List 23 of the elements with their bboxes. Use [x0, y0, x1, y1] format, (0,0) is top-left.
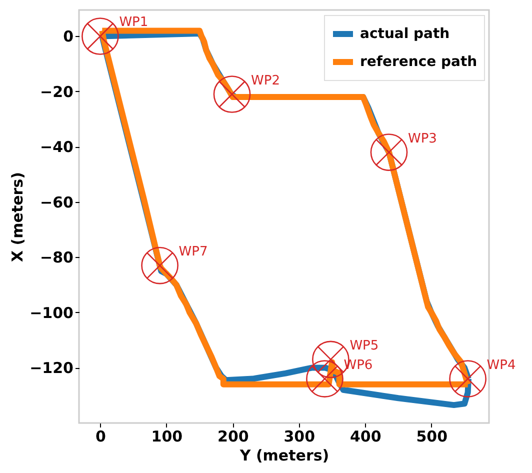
annotation: WP4 — [486, 358, 516, 373]
legend-label: reference path — [360, 54, 478, 70]
y-axis-title: X (meters) — [8, 172, 27, 262]
y-tick-label: 0 — [63, 28, 74, 46]
legend-label: actual path — [360, 26, 450, 42]
x-tick-label: 100 — [151, 428, 183, 446]
y-tick-label: −100 — [30, 304, 74, 322]
x-tick-label: 500 — [416, 428, 448, 446]
x-tick-label: 400 — [350, 428, 382, 446]
y-tick-label: −60 — [40, 193, 74, 212]
x-axis-title: Y (meters) — [238, 446, 330, 464]
y-tick-label: −20 — [40, 82, 74, 101]
annotation: WP1 — [119, 15, 148, 30]
y-tick-label: −80 — [40, 248, 74, 267]
annotation: WP2 — [251, 73, 280, 88]
annotation: WP3 — [408, 131, 437, 146]
annotation: WP7 — [178, 244, 208, 260]
x-tick-label: 200 — [218, 428, 249, 446]
y-tick-label: −120 — [30, 359, 74, 378]
y-tick-label: −40 — [40, 138, 74, 156]
x-tick-label: 300 — [284, 428, 316, 446]
x-tick-label: 0 — [95, 428, 106, 446]
annotation: WP5 — [350, 338, 379, 354]
